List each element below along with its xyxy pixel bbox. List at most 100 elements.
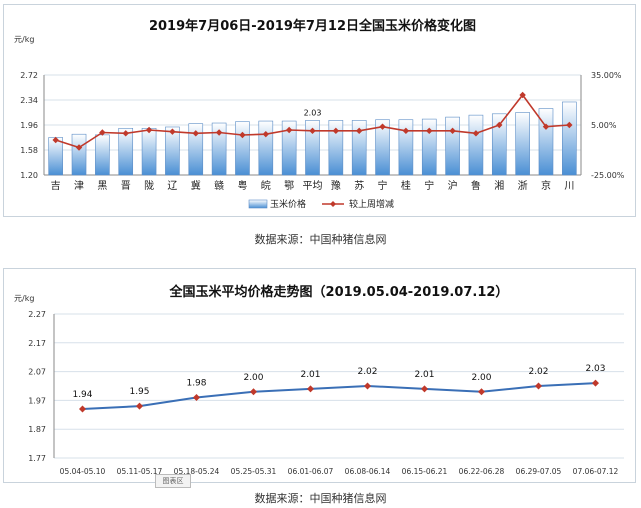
bar-4 [141,127,157,176]
legend-line-label: 较上周增减 [349,198,394,210]
bar-7 [211,122,227,176]
bar-8 [235,121,250,176]
trend-data-label: 2.01 [414,370,434,380]
change-marker-11 [309,127,316,135]
bar-13 [351,120,367,176]
trend-marker-6 [421,385,428,393]
change-marker-9 [262,130,270,138]
bar-19 [491,113,507,176]
chart1-x-tick: 宁 [424,179,434,192]
change-marker-14 [379,123,386,130]
trend-data-label: 1.98 [186,379,206,389]
change-marker-12 [332,127,340,135]
trend-marker-9 [592,379,599,387]
chart1-x-tick: 陇 [144,179,154,192]
chart-area-tag: 图表区 [155,474,191,488]
change-marker-15 [402,127,410,135]
chart1-x-tick: 粤 [237,179,247,192]
chart2-x-tick: 06.15-06.21 [402,467,448,476]
chart2-x-tick: 07.06-07.12 [573,467,619,476]
chart1-x-tick: 平均 [303,180,323,192]
chart1-x-tick: 皖 [261,179,271,192]
chart1-x-tick: 吉 [51,180,61,192]
chart-panel-price-trend: 全国玉米平均价格走势图（2019.05.04-2019.07.12） 元/kg 2.… [3,268,636,483]
bar-21 [538,108,554,176]
bar-16 [421,118,437,176]
chart1-x-tick: 沪 [448,179,458,192]
chart2-x-tick: 05.25-05.31 [231,467,277,476]
chart-panel-price-change: 2019年7月06日-2019年7月12日全国玉米价格变化图 元/kg 2.72 2.… [3,4,636,217]
chart1-y2-tick: -25.00% [591,171,625,180]
change-marker-22 [566,121,573,129]
chart1-y-tick: 1.20 [20,171,38,180]
chart1-x-tick: 豫 [331,179,341,192]
change-marker-5 [169,128,176,135]
trend-data-label: 1.95 [129,387,149,397]
chart2-y-unit: 元/kg [14,294,34,303]
chart1-y-tick: 1.58 [20,146,38,155]
legend-line-marker [330,201,336,207]
trend-marker-0 [79,405,86,413]
chart1-y-tick: 2.34 [20,96,38,105]
bar-15 [398,119,414,176]
trend-data-label: 2.03 [585,364,605,374]
chart1-x-tick: 湘 [494,179,504,192]
change-marker-19 [496,121,503,129]
chart2-x-tick: 05.04-05.10 [60,467,106,476]
chart2-x-tick: 05.11-05.17 [117,467,163,476]
bar-6 [188,123,204,176]
chart1-x-tick: 苏 [354,179,364,192]
bar-11 [305,120,320,176]
trend-marker-8 [535,382,542,390]
price-trend-chart: 全国玉米平均价格走势图（2019.05.04-2019.07.12） 元/kg 2.… [14,284,624,476]
chart2-y-tick: 1.97 [28,396,46,405]
trend-marker-4 [307,385,314,393]
bar-14 [375,119,390,176]
bar-12 [328,120,344,176]
trend-marker-2 [193,394,200,402]
change-marker-21 [542,123,550,130]
chart1-x-tick: 津 [74,180,84,192]
chart1-y-unit: 元/kg [14,35,34,44]
bar-18 [468,114,484,176]
chart1-y-tick: 2.72 [20,71,38,80]
trend-line [82,382,596,411]
chart1-data-label: 2.03 [304,108,322,117]
chart1-x-tick: 鲁 [471,179,481,192]
chart1-y2-tick: 5.00% [591,121,617,130]
bar-9 [258,120,274,176]
chart2-y-tick: 2.17 [28,339,46,348]
bar-1 [71,133,87,176]
bar-20 [515,112,530,176]
chart1-x-tick: 辽 [167,180,177,192]
change-marker-0 [52,136,59,144]
chart1-x-tick: 宁 [378,179,388,192]
legend-bar-label: 玉米价格 [270,198,306,210]
change-marker-3 [122,130,129,137]
chart2-title: 全国玉米平均价格走势图（2019.05.04-2019.07.12） [169,284,509,300]
trend-data-label: 2.01 [300,370,320,380]
bar-5 [165,126,180,176]
source-caption-2: 数据来源：中国种猪信息网 [254,492,387,505]
chart1-x-tick: 黑 [97,180,107,192]
chart1-x-tick: 冀 [191,179,201,192]
change-marker-16 [426,127,433,135]
trend-data-label: 2.00 [243,373,263,383]
change-marker-6 [192,130,199,137]
chart1-x-tick: 浙 [518,180,528,192]
chart1-x-tick: 桂 [401,179,411,192]
change-marker-1 [75,144,83,151]
chart1-x-tick: 京 [541,179,551,192]
chart2-y-tick: 2.27 [28,310,46,319]
bar-22 [562,101,577,176]
chart1-x-tick: 赣 [214,179,224,192]
change-marker-4 [145,126,153,134]
bar-10 [281,120,297,176]
chart2-x-tick: 06.29-07.05 [516,467,562,476]
change-marker-20 [519,91,526,99]
bar-2 [95,134,110,176]
chart1-y2-tick: 35.00% [591,71,622,80]
trend-data-label: 1.94 [72,390,92,400]
trend-data-label: 2.02 [357,367,377,377]
